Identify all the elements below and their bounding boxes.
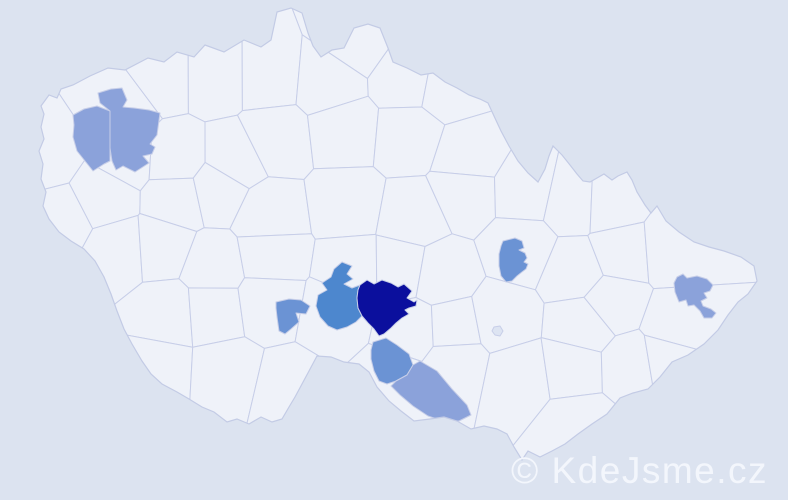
district-east-central[interactable] [498,237,529,283]
district-northwest-west[interactable] [72,105,111,172]
highlighted-districts-layer [72,87,717,422]
district-central-southeast[interactable] [390,360,472,422]
district-cell [236,233,316,281]
district-central[interactable] [356,279,418,337]
district-brno-area[interactable] [491,325,504,337]
district-northwest-east[interactable] [97,87,161,173]
district-central-west[interactable] [275,298,311,335]
district-far-east[interactable] [673,273,717,319]
district-cell [303,166,387,240]
country-outline [38,7,758,462]
